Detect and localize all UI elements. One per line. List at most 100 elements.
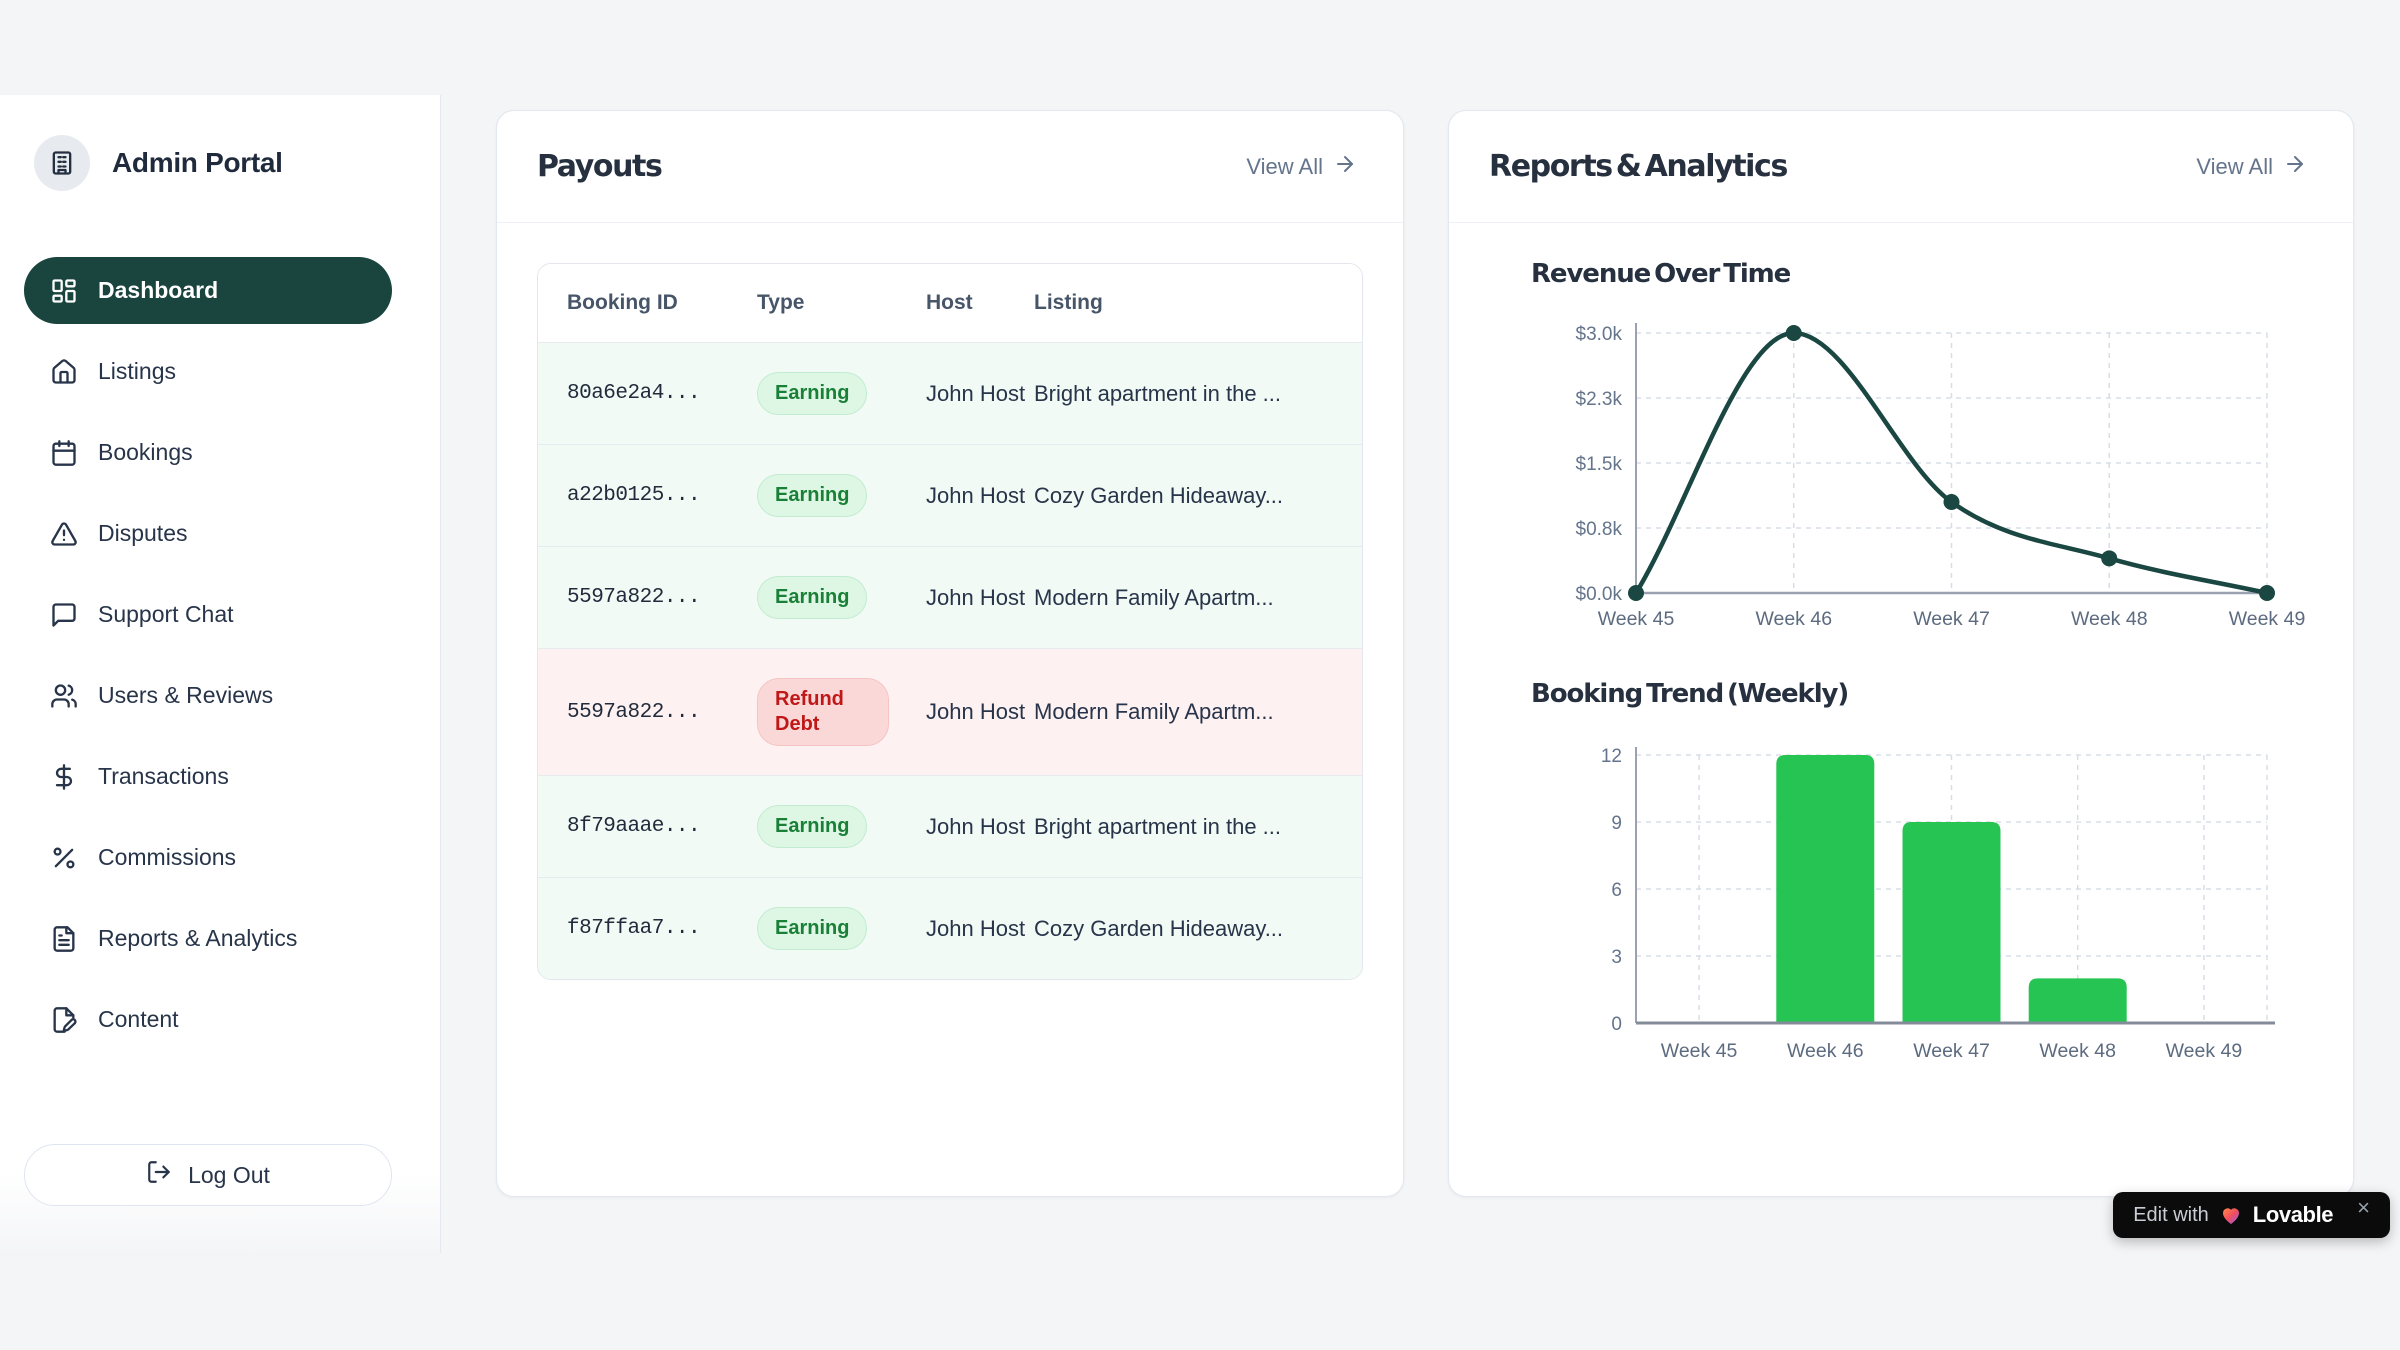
listing-cell: Bright apartment in the ...	[1034, 813, 1282, 839]
svg-text:Week 45: Week 45	[1598, 608, 1675, 630]
sidebar-item-users-reviews[interactable]: Users & Reviews	[24, 662, 392, 729]
svg-text:$3.0k: $3.0k	[1576, 324, 1623, 345]
building-icon	[52, 151, 72, 175]
svg-text:Week 46: Week 46	[1755, 608, 1832, 630]
type-badge: Refund Debt	[757, 678, 889, 746]
svg-text:$2.3k: $2.3k	[1576, 389, 1623, 410]
sidebar-item-label: Transactions	[98, 763, 229, 789]
log-out-label: Log Out	[188, 1161, 270, 1188]
sidebar-item-label: Listings	[98, 358, 176, 384]
type-cell: Earning	[757, 445, 926, 547]
admin-portal-logo	[34, 135, 90, 191]
booking-id-cell: f87ffaa7...	[567, 917, 701, 940]
booking-id-cell: 80a6e2a4...	[567, 382, 701, 405]
payouts-view-all-link[interactable]: View All	[1240, 151, 1363, 183]
sidebar-item-label: Disputes	[98, 520, 188, 546]
view-all-label: View All	[1246, 153, 1323, 179]
edit-with-lovable-badge[interactable]: Edit with Lovable ×	[2113, 1192, 2390, 1238]
host-cell: John Host	[926, 915, 1026, 941]
host-cell: John Host	[926, 584, 1026, 610]
payout-row[interactable]: 5597a822... Refund Debt John Host Modern Fa…	[538, 648, 1362, 776]
sidebar-item-dashboard[interactable]: Dashboard	[24, 257, 392, 324]
type-cell: Refund Debt	[757, 649, 926, 776]
calendar-icon	[52, 439, 76, 466]
payout-row[interactable]: 80a6e2a4... Earning John Host Bright apartm…	[538, 342, 1362, 445]
sidebar-item-support-chat[interactable]: Support Chat	[24, 581, 392, 648]
svg-text:Week 49: Week 49	[2229, 608, 2306, 630]
alert-triangle-icon	[51, 521, 77, 546]
svg-text:Week 46: Week 46	[1787, 1040, 1864, 1062]
sidebar-item-disputes[interactable]: Disputes	[24, 500, 392, 567]
type-badge: Earning	[757, 576, 868, 619]
edit-with-label: Edit with	[2133, 1203, 2209, 1226]
chat-icon	[52, 602, 76, 627]
file-pen-icon	[53, 1006, 77, 1033]
reports-title: Reports & Analytics	[1489, 149, 1788, 184]
dashboard-icon	[52, 278, 76, 303]
revenue-chart-title: Revenue Over Time	[1531, 259, 1791, 289]
svg-text:$0.0k: $0.0k	[1576, 584, 1623, 605]
payout-row[interactable]: a22b0125... Earning John Host Cozy Garden H…	[538, 444, 1362, 547]
payouts-card: Payouts View All Booking ID Type Host Listi…	[496, 110, 1404, 1197]
host-cell: John Host	[926, 699, 1026, 725]
heart-icon	[2222, 1208, 2239, 1224]
svg-text:3: 3	[1611, 947, 1622, 968]
booking-trend-bar-chart: 0 3 6 9 12 Week 45 Week 46 Week 47 Week 48 Week 4…	[1601, 746, 2275, 1062]
arrow-right-icon	[2283, 152, 2307, 182]
listing-cell: Modern Family Apartm...	[1034, 584, 1274, 610]
column-header-type: Type	[757, 264, 926, 343]
payout-row[interactable]: 8f79aaae... Earning John Host Bright apartm…	[538, 775, 1362, 878]
sidebar-item-label: Support Chat	[98, 601, 234, 627]
svg-text:Week 49: Week 49	[2166, 1040, 2243, 1062]
svg-text:$1.5k: $1.5k	[1576, 454, 1623, 475]
dollar-icon	[55, 763, 73, 790]
booking-id-cell: 5597a822...	[567, 586, 701, 609]
booking-id-cell: a22b0125...	[567, 484, 701, 507]
payouts-title: Payouts	[537, 149, 663, 184]
payouts-card-header: Payouts View All	[497, 111, 1403, 223]
sidebar-item-label: Reports & Analytics	[98, 925, 298, 951]
svg-text:6: 6	[1611, 880, 1622, 901]
svg-text:Week 48: Week 48	[2071, 608, 2148, 630]
svg-text:$0.8k: $0.8k	[1576, 519, 1623, 540]
svg-text:9: 9	[1611, 813, 1622, 834]
reports-card-body: Revenue Over Time $0.0k $0.8k $1.5k $2.3k $3…	[1449, 223, 2353, 1071]
svg-text:Week 45: Week 45	[1661, 1040, 1738, 1062]
log-out-button[interactable]: Log Out	[24, 1144, 392, 1206]
svg-text:0: 0	[1611, 1014, 1622, 1035]
host-cell: John Host	[926, 380, 1026, 406]
table-header-row: Booking ID Type Host Listing	[538, 264, 1362, 343]
users-icon	[51, 683, 77, 708]
host-cell: John Host	[926, 813, 1026, 839]
booking-id-cell: 8f79aaae...	[567, 815, 701, 838]
sidebar-item-transactions[interactable]: Transactions	[24, 743, 392, 810]
percent-icon	[53, 847, 75, 868]
home-icon	[52, 358, 76, 384]
type-cell: Earning	[757, 343, 926, 445]
column-header-host: Host	[926, 264, 1034, 343]
booking-id-cell: 5597a822...	[567, 700, 701, 724]
sidebar-item-listings[interactable]: Listings	[24, 338, 392, 405]
arrow-right-icon	[2287, 155, 2303, 172]
arrow-right-icon	[1337, 155, 1353, 172]
column-header-listing: Listing	[1034, 264, 1362, 343]
type-badge: Earning	[757, 805, 868, 848]
brand: Admin Portal	[34, 135, 283, 191]
type-cell: Earning	[757, 878, 926, 980]
sidebar-item-bookings[interactable]: Bookings	[24, 419, 392, 486]
heart-icon	[2219, 1203, 2243, 1227]
payout-row[interactable]: 5597a822... Earning John Host Modern Family…	[538, 546, 1362, 649]
sidebar-item-reports-analytics[interactable]: Reports & Analytics	[24, 905, 392, 972]
listing-cell: Cozy Garden Hideaway...	[1034, 482, 1284, 508]
logout-icon	[148, 1161, 170, 1183]
listing-cell: Bright apartment in the ...	[1034, 380, 1282, 406]
sidebar-item-label: Commissions	[98, 844, 237, 870]
sidebar-item-commissions[interactable]: Commissions	[24, 824, 392, 891]
sidebar-item-content[interactable]: Content	[24, 986, 392, 1053]
payout-row[interactable]: f87ffaa7... Earning John Host Cozy Garden H…	[538, 877, 1362, 980]
close-icon[interactable]: ×	[2351, 1196, 2376, 1220]
reports-view-all-link[interactable]: View All	[2190, 151, 2313, 183]
lovable-brand-label: Lovable	[2252, 1202, 2334, 1227]
sidebar: Admin Portal Dashboard Listings Bookings Di…	[0, 95, 441, 1253]
payouts-table: Booking ID Type Host Listing 80a6e2a4... Ear…	[537, 263, 1363, 980]
